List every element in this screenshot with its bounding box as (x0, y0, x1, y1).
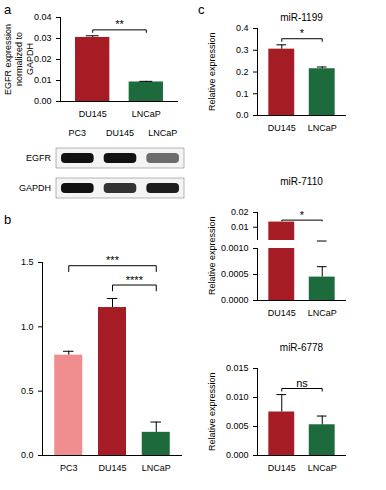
html-text:EGFR expression normalized to: EGFR expression normalized to GAPDH (2, 23, 35, 95)
svg-text:*: * (300, 27, 305, 39)
svg-text:0.015: 0.015 (226, 363, 249, 373)
html-text:Relative expression: Relative expression (206, 216, 217, 296)
svg-text:0.0: 0.0 (21, 450, 34, 460)
svg-text:0.5: 0.5 (21, 386, 34, 396)
html-text:miR-7110: miR-7110 (280, 176, 323, 187)
html-text:b: b (4, 212, 12, 227)
svg-text:GAPDH: GAPDH (19, 183, 51, 193)
svg-text:DU145: DU145 (268, 123, 296, 133)
html-text:Relative expression: Relative expression (206, 32, 217, 111)
svg-text:EGFR: EGFR (26, 153, 52, 163)
svg-text:DU145: DU145 (79, 109, 107, 119)
svg-text:DU145: DU145 (268, 463, 296, 473)
html-text:miR-1199: miR-1199 (280, 12, 323, 23)
svg-text:0.2: 0.2 (236, 67, 249, 77)
svg-text:0.02: 0.02 (34, 54, 52, 64)
svg-text:1.5: 1.5 (21, 257, 34, 267)
svg-text:LNCaP: LNCaP (142, 463, 171, 473)
svg-text:0.0000: 0.0000 (221, 295, 249, 305)
svg-text:PC3: PC3 (69, 128, 87, 138)
svg-text:0.4: 0.4 (236, 23, 249, 33)
svg-text:LNCaP: LNCaP (308, 463, 337, 473)
svg-text:0.3: 0.3 (236, 45, 249, 55)
html-text:miR-6778: miR-6778 (279, 342, 324, 353)
svg-text:0.04: 0.04 (34, 12, 52, 22)
svg-text:PC3: PC3 (60, 463, 78, 473)
svg-text:*: * (300, 209, 305, 221)
svg-text:0.01: 0.01 (34, 75, 52, 85)
html-text:c: c (198, 2, 205, 17)
svg-text:DU145: DU145 (98, 463, 126, 473)
svg-text:0.0010: 0.0010 (221, 243, 249, 253)
svg-text:DU145: DU145 (268, 308, 296, 318)
html-text:Relative expression: Relative expression (206, 372, 217, 451)
svg-text:**: ** (115, 18, 124, 30)
svg-text:1.0: 1.0 (21, 322, 34, 332)
svg-text:0.005: 0.005 (226, 421, 249, 431)
svg-text:****: **** (126, 274, 144, 286)
svg-text:0.000: 0.000 (226, 450, 249, 460)
svg-text:LNCaP: LNCaP (308, 123, 337, 133)
svg-text:LNCaP: LNCaP (148, 128, 177, 138)
svg-text:0.0005: 0.0005 (221, 269, 249, 279)
svg-text:0.010: 0.010 (226, 392, 249, 402)
svg-text:0.01: 0.01 (231, 222, 249, 232)
svg-text:0.02: 0.02 (231, 207, 249, 217)
html-text:a: a (4, 2, 12, 17)
svg-text:ns: ns (296, 377, 308, 389)
svg-text:0.1: 0.1 (236, 89, 249, 99)
svg-text:LNCaP: LNCaP (132, 109, 161, 119)
svg-text:0.00: 0.00 (34, 96, 52, 106)
svg-text:LNCaP: LNCaP (308, 308, 337, 318)
svg-text:DU145: DU145 (106, 128, 134, 138)
svg-text:0.0: 0.0 (236, 110, 249, 120)
svg-text:***: *** (106, 254, 120, 266)
svg-text:0.03: 0.03 (34, 33, 52, 43)
